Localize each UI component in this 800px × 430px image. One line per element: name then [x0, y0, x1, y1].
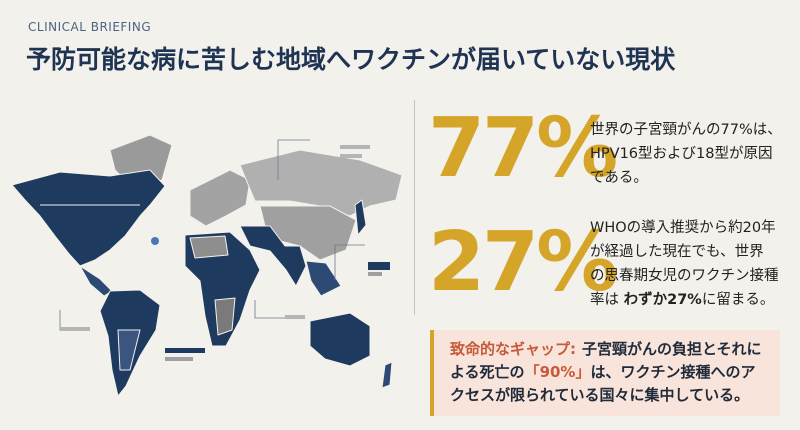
callout: 致命的なギャップ: 子宮頸がんの負担とそれによる死亡の「90%」は、ワクチン接種へ…: [430, 330, 780, 416]
stat-description: WHOの導入推奨から約20年 が経過した現在でも、世界 の思春期女児のワクチン接…: [590, 216, 779, 312]
callout-highlight: 「90%」: [524, 363, 591, 381]
text-line: 率は わずか27%に留まる。: [590, 288, 779, 312]
callout-text: は、ワクチン接種へのアクセスが限られている国々に集中している。: [450, 363, 756, 404]
text-line: が経過した現在でも、世界: [590, 244, 764, 260]
text-line: HPV16型および18型が原因: [590, 146, 773, 162]
text-line: 世界の子宮頸がんの77%は、: [590, 122, 782, 138]
callout-label: 致命的なギャップ:: [450, 340, 576, 358]
stat-value: 77%: [428, 101, 618, 196]
callout-text: 子宮頸がんの負担とそれによる死亡の: [450, 340, 762, 381]
stat-value: 27%: [428, 215, 618, 310]
stat-description: 世界の子宮頸がんの77%は、 HPV16型および18型が原因 である。: [590, 118, 782, 190]
text: に留まる。: [701, 292, 775, 308]
text-line: である。: [590, 170, 648, 186]
text-line: の思春期女児のワクチン接種: [590, 268, 779, 284]
title: 予防可能な病に苦しむ地域へワクチンが届いていない現状: [26, 45, 676, 74]
text: 率は: [590, 292, 619, 308]
divider: [414, 100, 415, 315]
kicker: CLINICAL BRIEFING: [28, 20, 152, 34]
emphasis: わずか27%: [623, 292, 702, 308]
text-line: WHOの導入推奨から約20年: [590, 220, 776, 236]
world-map: [11, 134, 403, 397]
